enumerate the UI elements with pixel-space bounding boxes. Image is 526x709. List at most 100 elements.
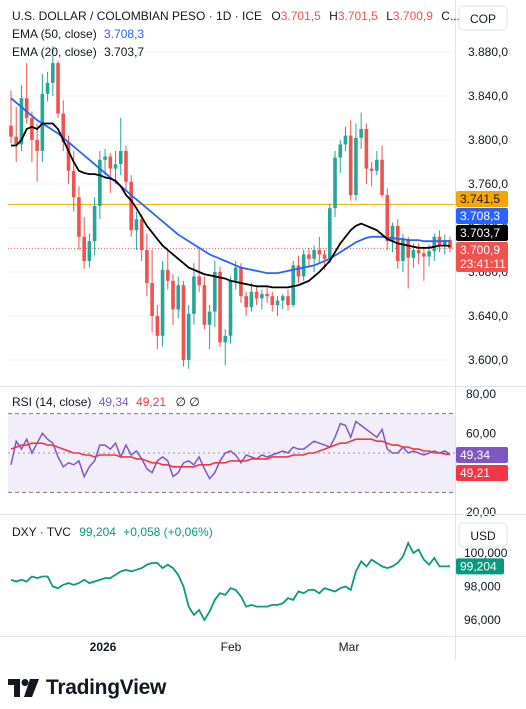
candle-body: [432, 236, 437, 252]
candle-body: [92, 206, 97, 242]
candle-body: [228, 280, 233, 336]
rsi-legend[interactable]: RSI (14, close) 49,34 49,21 ∅ ∅: [12, 395, 200, 409]
candles: [9, 46, 452, 369]
candle-body: [422, 253, 426, 257]
currency-button-usd-label: USD: [470, 529, 496, 543]
candle-body: [14, 136, 19, 145]
candle-body: [369, 168, 374, 171]
dxy-tick-label: 96,000: [464, 613, 501, 627]
price-pane: 3.880,03.840,03.800,03.760,03.720,03.680…: [8, 45, 508, 369]
candle-body: [35, 140, 39, 151]
candle-body: [134, 219, 139, 231]
currency-button-cop[interactable]: COP: [458, 5, 508, 31]
tradingview-logo-text: TradingView: [46, 676, 167, 699]
dxy-legend-symbol[interactable]: DXY · TVC: [12, 525, 71, 539]
candle: [244, 291, 248, 316]
candle-body: [155, 316, 160, 336]
rsi-band: [8, 413, 455, 493]
ohlc-high-label: H: [329, 9, 338, 23]
candle-body: [30, 118, 34, 140]
symbol-legend[interactable]: U.S. DOLLAR / COLOMBIAN PESO · 1D · ICE …: [12, 9, 460, 23]
candle-body: [77, 197, 81, 237]
ohlc-open-label: O: [271, 9, 280, 23]
candle-body: [45, 82, 50, 94]
candle: [192, 263, 196, 325]
candle-body: [448, 240, 452, 249]
candle: [254, 285, 259, 305]
rsi-line: [10, 420, 451, 480]
candle: [385, 188, 390, 250]
candle: [375, 151, 379, 176]
dxy-legend[interactable]: DXY · TVC 99,204 +0,058 (+0,06%): [12, 525, 213, 539]
candle-body: [260, 294, 264, 299]
candle: [401, 233, 405, 272]
candle: [442, 234, 447, 255]
candle: [61, 100, 66, 151]
candle-body: [280, 296, 285, 301]
candle-body: [348, 135, 353, 195]
time-label-feb: Feb: [221, 640, 242, 654]
candle: [160, 261, 165, 347]
candle: [223, 329, 228, 366]
candle-body: [171, 280, 175, 310]
candle-body: [160, 269, 165, 336]
candle-body: [265, 294, 269, 297]
candle-body: [416, 250, 421, 254]
badge-dxy: 99,204: [456, 558, 504, 575]
candle-body: [411, 250, 416, 258]
badge-orange-line-value: 3.741,5: [460, 192, 500, 206]
candle: [249, 283, 254, 312]
candle-body: [124, 151, 128, 182]
ema50-legend[interactable]: EMA (50, close) 3.708,3: [12, 27, 144, 41]
candle-body: [24, 98, 29, 118]
candle: [380, 145, 384, 198]
candle-body: [176, 285, 181, 310]
candle: [270, 291, 275, 312]
dxy-axis: 100,000 98,000 96,000: [464, 546, 508, 627]
badge-countdown: 23:41:11: [460, 257, 506, 271]
candle-body: [51, 63, 55, 83]
candle-body: [56, 63, 60, 114]
ema50-legend-value: 3.708,3: [104, 27, 144, 41]
candle: [202, 276, 207, 330]
currency-button-usd[interactable]: USD: [458, 522, 508, 548]
price-tick-label: 3.840,0: [468, 89, 508, 103]
candle-body: [401, 239, 405, 261]
candle-body: [239, 267, 243, 297]
candle: [327, 203, 332, 264]
candle: [92, 197, 97, 256]
candle: [150, 250, 154, 333]
ema20-legend[interactable]: EMA (20, close) 3.703,7: [12, 45, 144, 59]
candle: [176, 276, 181, 319]
symbol-title[interactable]: U.S. DOLLAR / COLOMBIAN PESO · 1D · ICE: [12, 9, 262, 23]
candle-body: [359, 129, 363, 138]
candle: [24, 63, 29, 124]
candle-body: [390, 225, 395, 242]
time-label-2026: 2026: [90, 640, 117, 654]
candle-body: [427, 251, 431, 257]
candle: [165, 250, 170, 290]
candle-body: [406, 239, 410, 258]
candle: [87, 233, 92, 268]
candle: [103, 148, 107, 176]
candle-body: [312, 250, 316, 259]
candle-body: [322, 254, 327, 259]
candle-body: [150, 283, 154, 316]
tradingview-logo[interactable]: TradingView: [8, 676, 166, 700]
candle-body: [98, 159, 102, 206]
dxy-tick-label: 100,000: [464, 546, 508, 560]
dxy-legend-change: +0,058 (+0,06%): [123, 525, 212, 539]
candle: [186, 305, 191, 369]
candle: [30, 111, 34, 162]
candle-body: [118, 151, 123, 165]
candle-body: [364, 129, 369, 169]
candle-body: [375, 159, 379, 171]
badge-rsi-ma: 49,21: [456, 465, 508, 481]
ema20-legend-value: 3.703,7: [104, 45, 144, 59]
candle: [51, 46, 55, 96]
badge-rsi-ma-value: 49,21: [460, 466, 490, 480]
candle: [354, 123, 358, 201]
candle-body: [71, 170, 76, 198]
currency-button-cop-label: COP: [470, 12, 496, 26]
